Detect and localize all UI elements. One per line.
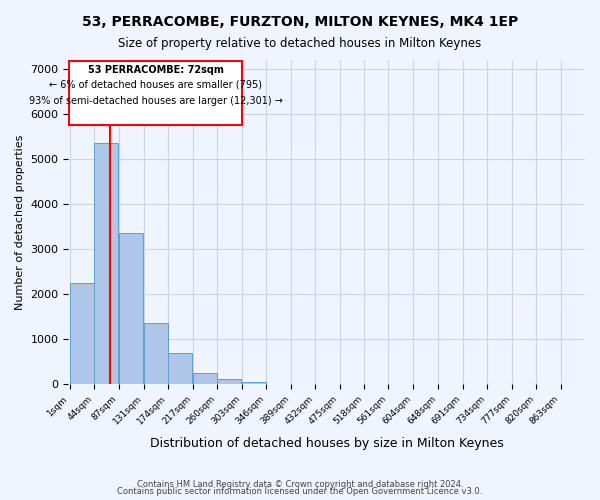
Text: ← 6% of detached houses are smaller (795): ← 6% of detached houses are smaller (795… bbox=[49, 80, 262, 90]
Bar bbox=[69, 61, 242, 126]
X-axis label: Distribution of detached houses by size in Milton Keynes: Distribution of detached houses by size … bbox=[150, 437, 503, 450]
Y-axis label: Number of detached properties: Number of detached properties bbox=[15, 134, 25, 310]
Bar bbox=[242, 382, 266, 384]
Bar bbox=[217, 378, 241, 384]
Text: Contains public sector information licensed under the Open Government Licence v3: Contains public sector information licen… bbox=[118, 487, 482, 496]
Text: 53, PERRACOMBE, FURZTON, MILTON KEYNES, MK4 1EP: 53, PERRACOMBE, FURZTON, MILTON KEYNES, … bbox=[82, 15, 518, 29]
Bar bbox=[193, 373, 217, 384]
Text: Contains HM Land Registry data © Crown copyright and database right 2024.: Contains HM Land Registry data © Crown c… bbox=[137, 480, 463, 489]
Text: Size of property relative to detached houses in Milton Keynes: Size of property relative to detached ho… bbox=[118, 38, 482, 51]
Text: 93% of semi-detached houses are larger (12,301) →: 93% of semi-detached houses are larger (… bbox=[29, 96, 283, 106]
Bar bbox=[94, 144, 118, 384]
Bar bbox=[70, 283, 94, 384]
Text: 53 PERRACOMBE: 72sqm: 53 PERRACOMBE: 72sqm bbox=[88, 64, 223, 74]
Bar bbox=[169, 352, 193, 384]
Bar bbox=[144, 324, 168, 384]
Bar bbox=[119, 234, 143, 384]
